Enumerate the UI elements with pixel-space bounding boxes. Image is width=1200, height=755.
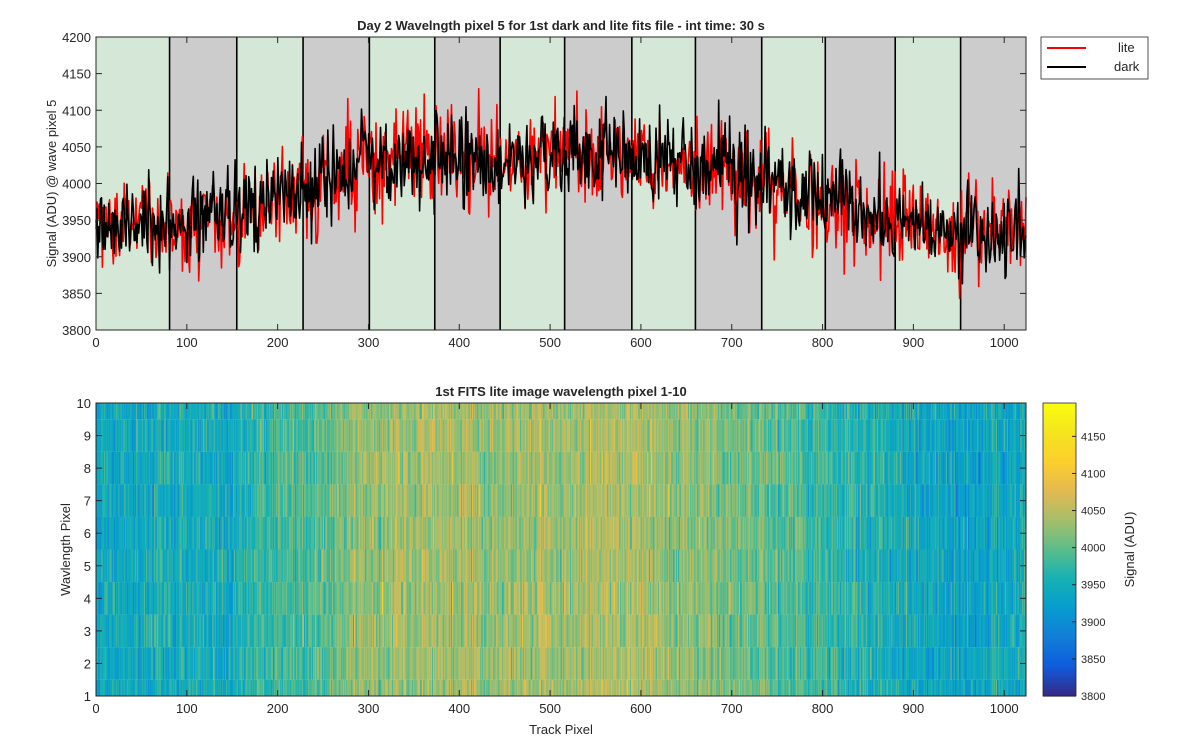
x-tick-label: 100 bbox=[176, 335, 198, 350]
y-tick-label: 3800 bbox=[62, 323, 91, 338]
legend-label-lite: lite bbox=[1118, 40, 1135, 55]
x-tick-label: 500 bbox=[539, 335, 561, 350]
heatmap-chart: 1st FITS lite image wavelength pixel 1-1… bbox=[58, 384, 1137, 737]
heatmap-title: 1st FITS lite image wavelength pixel 1-1… bbox=[435, 384, 686, 399]
legend-label-dark: dark bbox=[1114, 59, 1140, 74]
x-tick-label: 700 bbox=[721, 335, 743, 350]
x-tick-label: 200 bbox=[267, 335, 289, 350]
legend: lite dark bbox=[1041, 37, 1148, 79]
x-tick-label: 900 bbox=[903, 335, 925, 350]
y-tick-label: 4100 bbox=[62, 103, 91, 118]
y-tick-label: 4150 bbox=[62, 67, 91, 82]
line-chart: Day 2 Wavelngth pixel 5 for 1st dark and… bbox=[44, 18, 1148, 350]
y-tick-label: 3900 bbox=[62, 250, 91, 265]
y-tick-label: 4050 bbox=[62, 140, 91, 155]
x-tick-label: 600 bbox=[630, 335, 652, 350]
line-chart-title: Day 2 Wavelngth pixel 5 for 1st dark and… bbox=[357, 18, 765, 33]
x-tick-label: 400 bbox=[448, 335, 470, 350]
background-band bbox=[96, 37, 170, 330]
y-tick-label: 4000 bbox=[62, 177, 91, 192]
x-tick-label: 300 bbox=[358, 335, 380, 350]
x-tick-label: 1000 bbox=[990, 335, 1019, 350]
y-tick-label: 4200 bbox=[62, 30, 91, 45]
heatmap-cells bbox=[96, 403, 1026, 696]
x-tick-label: 800 bbox=[812, 335, 834, 350]
line-chart-y-label: Signal (ADU) @ wave pixel 5 bbox=[44, 100, 59, 268]
y-tick-label: 3950 bbox=[62, 213, 91, 228]
x-tick-label: 0 bbox=[92, 335, 99, 350]
y-tick-label: 3850 bbox=[62, 286, 91, 301]
